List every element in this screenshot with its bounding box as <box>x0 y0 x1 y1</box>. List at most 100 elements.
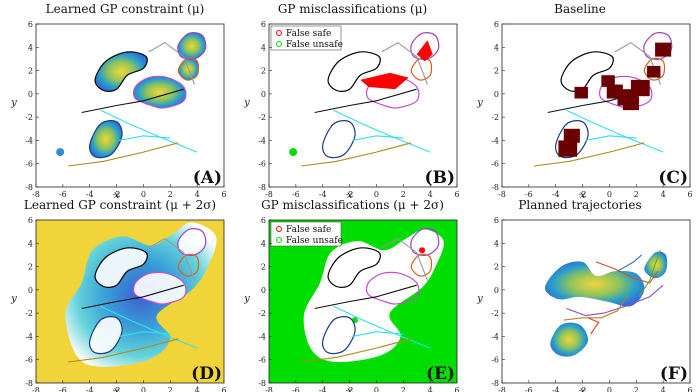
panel-letter-label: (C) <box>658 168 688 188</box>
y-tick-label: -8 <box>25 183 33 192</box>
x-tick-label: 6 <box>221 386 226 392</box>
constraint-outline <box>554 120 589 159</box>
y-tick-label: -6 <box>491 356 499 365</box>
y-axis-label: y <box>10 98 17 109</box>
y-tick-label: -6 <box>258 160 266 169</box>
legend-marker <box>276 41 282 47</box>
x-axis-label: x <box>347 190 353 198</box>
constraint-outline <box>410 228 440 256</box>
y-tick-label: 6 <box>261 20 266 29</box>
false-safe-area <box>360 72 409 90</box>
x-tick-label: 0 <box>374 386 379 392</box>
y-tick-label: -6 <box>491 160 499 169</box>
y-tick-label: 2 <box>261 67 266 76</box>
y-tick-label: 4 <box>494 43 499 52</box>
legend-marker <box>276 237 282 243</box>
constraint-curve <box>381 237 429 281</box>
panel-c: -8 -6 -4 -2 0 2 4 6 6 4 2 0 -2 -4 -6 -8 x y (C) <box>476 20 692 198</box>
planned-trajectory <box>566 284 664 317</box>
x-tick-label: -6 <box>59 190 67 198</box>
y-tick-label: -8 <box>491 379 499 388</box>
constraint-outline <box>327 247 381 288</box>
x-tick-label: -8 <box>32 190 40 198</box>
plot-frame <box>268 219 458 384</box>
legend-box <box>270 25 342 51</box>
y-tick-label: 0 <box>28 286 33 295</box>
constraint-outline <box>321 120 356 159</box>
constraint-outline <box>177 32 207 60</box>
panel-a: -8 -6 -4 -2 0 2 4 6 6 4 2 0 -2 -4 -6 -8 x y (A) <box>10 20 226 198</box>
panel-letter-label: (D) <box>191 364 222 384</box>
x-tick-label: 6 <box>454 190 459 198</box>
x-tick-label: 4 <box>195 386 200 392</box>
constraint-outline <box>177 57 200 81</box>
x-tick-label: 6 <box>687 386 692 392</box>
y-tick-label: 0 <box>494 90 499 99</box>
x-tick-label: -4 <box>319 386 327 392</box>
x-tick-label: -2 <box>346 386 354 392</box>
y-tick-label: -2 <box>491 309 499 318</box>
x-tick-label: 0 <box>607 190 612 198</box>
plot-frame <box>501 23 691 188</box>
legend-box <box>270 221 342 247</box>
y-tick-label: -2 <box>258 113 266 122</box>
y-tick-label: -4 <box>491 332 499 341</box>
y-tick-label: -4 <box>258 332 266 341</box>
y-tick-label: 0 <box>261 286 266 295</box>
x-tick-label: -8 <box>265 386 273 392</box>
constraint-curve <box>148 237 196 281</box>
y-tick-label: 6 <box>494 216 499 225</box>
x-tick-label: 0 <box>607 386 612 392</box>
baseline-box <box>647 65 661 78</box>
constraint-outline <box>643 57 666 81</box>
constraint-outline <box>321 316 356 355</box>
panel-letter-label: (E) <box>426 364 455 384</box>
baseline-box <box>601 75 615 87</box>
baseline-box <box>630 79 650 97</box>
x-axis-label: x <box>580 190 586 198</box>
gp-safe-region <box>89 120 123 158</box>
y-axis-label: y <box>10 294 17 305</box>
constraint-outline <box>643 32 673 60</box>
constraint-outline <box>410 32 440 60</box>
constraint-curve <box>301 142 412 167</box>
y-tick-label: 6 <box>494 20 499 29</box>
y-tick-label: -2 <box>258 309 266 318</box>
y-tick-label: -8 <box>258 183 266 192</box>
x-tick-label: -6 <box>59 386 67 392</box>
constraint-curve <box>585 135 637 141</box>
y-tick-label: -4 <box>25 332 33 341</box>
legend-marker <box>276 30 282 36</box>
x-tick-label: -2 <box>113 190 121 198</box>
constraint-curve <box>314 88 417 114</box>
x-tick-label: -6 <box>525 386 533 392</box>
legend-label: False safe <box>286 225 331 235</box>
gp-safe-core <box>89 316 123 354</box>
y-tick-label: 4 <box>494 239 499 248</box>
constraint-curve <box>100 109 198 153</box>
constraint-curve <box>68 338 179 363</box>
x-tick-label: 6 <box>454 386 459 392</box>
y-tick-label: 6 <box>28 20 33 29</box>
legend-label: False unsafe <box>286 40 343 50</box>
x-tick-label: 0 <box>141 190 146 198</box>
x-axis-label: x <box>347 386 353 392</box>
y-tick-label: 2 <box>261 263 266 272</box>
gp-safe-region <box>550 322 589 357</box>
y-tick-label: -4 <box>25 136 33 145</box>
gp-safe-region <box>644 251 668 279</box>
baseline-box <box>563 128 580 143</box>
y-tick-label: -6 <box>258 356 266 365</box>
constraint-outline <box>88 120 123 159</box>
y-tick-label: 2 <box>494 67 499 76</box>
constraint-outline <box>410 57 433 81</box>
y-tick-label: 4 <box>28 43 33 52</box>
panel-c-title: Baseline <box>554 2 606 16</box>
plot-frame <box>35 219 225 384</box>
constraint-curve <box>68 142 179 167</box>
x-tick-label: 6 <box>687 190 692 198</box>
y-tick-label: 4 <box>261 239 266 248</box>
y-tick-label: 0 <box>494 286 499 295</box>
